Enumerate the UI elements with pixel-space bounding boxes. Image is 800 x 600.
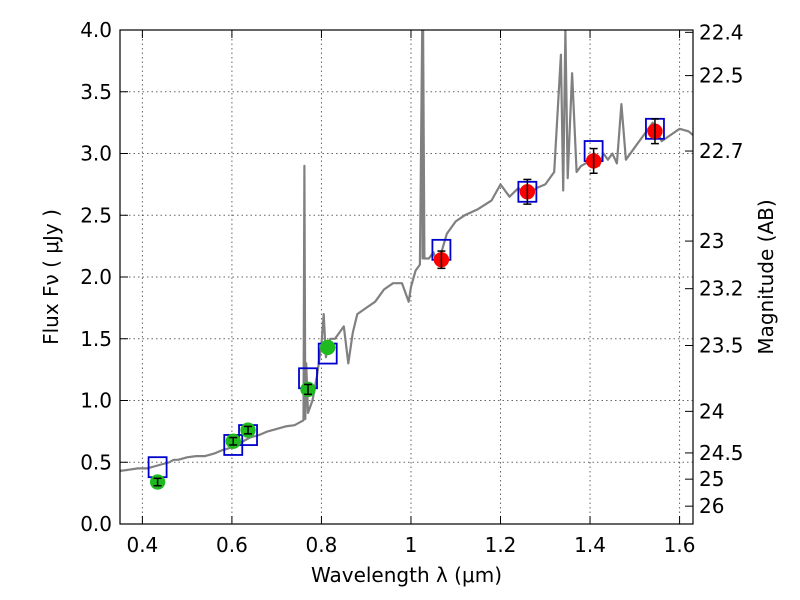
y-axis-label: Flux Fν ( μJy ) [39, 209, 63, 345]
right-tick-label: 23.2 [699, 277, 744, 301]
y-tick-label: 4.0 [80, 18, 112, 42]
y-tick-label: 2.5 [80, 203, 112, 227]
y-tick-label: 0.5 [80, 450, 112, 474]
y-tick-label: 0.0 [80, 512, 112, 536]
x-tick-label: 1 [405, 533, 418, 557]
plot-area [120, 30, 693, 490]
right-tick-label: 24.5 [699, 441, 744, 465]
y-tick-label: 3.5 [80, 80, 112, 104]
y-tick-label: 2.0 [80, 265, 112, 289]
x-tick-label: 1.4 [574, 533, 606, 557]
y-tick-label: 1.5 [80, 327, 112, 351]
right-tick-label: 22.5 [699, 64, 744, 88]
right-tick-label: 25 [699, 467, 724, 491]
photometry-point [319, 339, 336, 356]
x-tick-label: 1.6 [664, 533, 696, 557]
x-tick-label: 0.6 [216, 533, 248, 557]
x-tick-label: 0.4 [126, 533, 158, 557]
right-tick-label: 26 [699, 494, 724, 518]
right-axis-label: Magnitude (AB) [754, 199, 778, 354]
right-tick-label: 23.5 [699, 333, 744, 357]
right-tick-label: 24 [699, 399, 724, 423]
y-tick-label: 1.0 [80, 389, 112, 413]
axis-ticks: 0.4 0.6 0.8 1 1.2 1.4 1.6 0.0 0.5 1.0 1.5 2.0 2.5 3.0… [80, 18, 743, 557]
right-tick-label: 23 [699, 229, 724, 253]
x-tick-label: 0.8 [306, 533, 338, 557]
y-tick-label: 3.0 [80, 142, 112, 166]
x-tick-label: 1.2 [485, 533, 517, 557]
grid [120, 29, 693, 525]
right-tick-label: 22.7 [699, 139, 744, 163]
x-axis-label: Wavelength λ (μm) [311, 563, 502, 587]
spectrum-line [120, 30, 693, 472]
right-tick-label: 22.4 [699, 20, 744, 44]
